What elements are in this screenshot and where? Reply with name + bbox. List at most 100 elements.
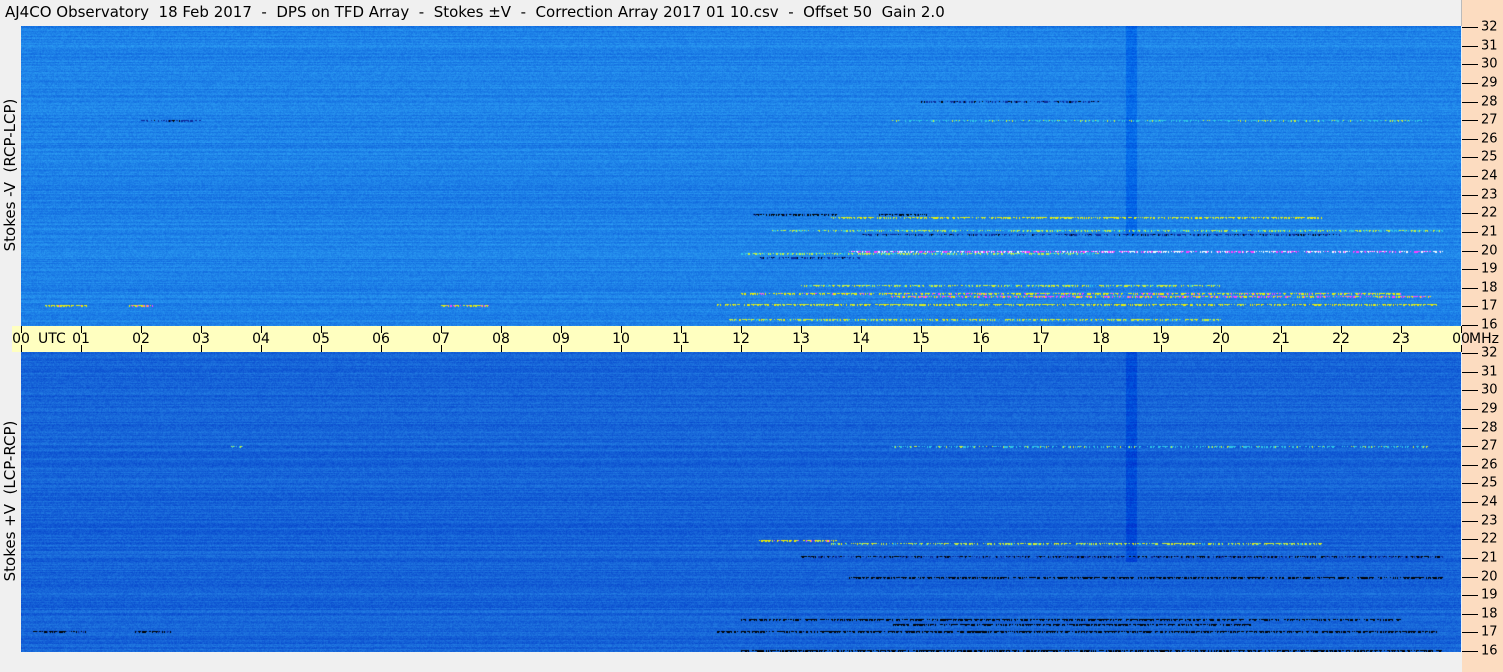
x-tick-label: 18: [1092, 331, 1110, 347]
y-tick-mark: [1462, 613, 1478, 615]
x-tick-mark: [861, 326, 862, 333]
y-tick-label: 32: [1481, 345, 1498, 361]
y-tick-label: 26: [1481, 457, 1498, 473]
y-tick-label: 19: [1481, 261, 1498, 277]
y-tick-label: 31: [1481, 38, 1498, 54]
y-tick-label: 32: [1481, 19, 1498, 35]
x-tick-label: 10: [612, 331, 630, 347]
x-tick-label: 19: [1152, 331, 1170, 347]
y-tick-label: 27: [1481, 112, 1498, 128]
x-tick-mark: [681, 326, 682, 333]
x-tick-label: 23: [1392, 331, 1410, 347]
y-tick-label: 29: [1481, 75, 1498, 91]
y-tick-label: 24: [1481, 168, 1498, 184]
x-tick-mark: [321, 326, 322, 333]
x-tick-mark: [1461, 345, 1462, 352]
x-tick-mark: [621, 345, 622, 352]
y-tick-label: 23: [1481, 187, 1498, 203]
x-tick-label: 12: [732, 331, 750, 347]
x-tick-mark: [1461, 326, 1462, 333]
y-tick-mark: [1462, 539, 1478, 541]
x-tick-mark: [981, 326, 982, 333]
x-tick-mark: [801, 345, 802, 352]
y-tick-mark: [1462, 287, 1478, 289]
y-tick-mark: [1462, 306, 1478, 308]
y-tick-label: 28: [1481, 94, 1498, 109]
x-tick-mark: [441, 345, 442, 352]
y-tick-mark: [1462, 27, 1478, 28]
x-tick-mark: [621, 326, 622, 333]
y-tick-label: 30: [1481, 382, 1498, 398]
x-tick-mark: [561, 326, 562, 333]
x-tick-mark: [1281, 345, 1282, 352]
x-tick-mark: [741, 326, 742, 333]
y-tick-mark: [1462, 427, 1478, 429]
x-tick-label: 13: [792, 331, 810, 347]
x-tick-mark: [501, 345, 502, 352]
y-tick-label: 21: [1481, 550, 1498, 566]
x-tick-mark: [1221, 326, 1222, 333]
y-tick-mark: [1462, 502, 1478, 503]
y-tick-label: 25: [1481, 149, 1498, 165]
x-tick-label: 06: [372, 331, 390, 347]
y-tick-mark: [1462, 408, 1478, 410]
y-tick-mark: [1462, 325, 1478, 326]
y-tick-label: 25: [1481, 475, 1498, 491]
y-tick-label: 30: [1481, 56, 1498, 72]
x-tick-mark: [1401, 345, 1402, 352]
y-tick-label: 20: [1481, 243, 1498, 258]
y-tick-mark: [1462, 390, 1478, 392]
x-tick-label: 14: [852, 331, 870, 347]
y-tick-mark: [1462, 176, 1478, 177]
y-tick-mark: [1462, 446, 1478, 448]
y-tick-mark: [1462, 371, 1478, 373]
x-tick-mark: [1341, 345, 1342, 352]
y-tick-mark: [1462, 557, 1478, 559]
y-tick-label: 24: [1481, 494, 1498, 510]
x-tick-mark: [381, 326, 382, 333]
x-tick-mark: [381, 345, 382, 352]
time-axis-strip: [12, 326, 1461, 352]
y-tick-mark: [1462, 213, 1478, 215]
x-tick-mark: [21, 326, 22, 333]
x-tick-label: 20: [1212, 331, 1230, 347]
x-tick-mark: [441, 326, 442, 333]
x-tick-mark: [981, 345, 982, 352]
chart-title: AJ4CO Observatory 18 Feb 2017 - DPS on T…: [5, 3, 945, 21]
x-tick-mark: [1101, 326, 1102, 333]
x-tick-label: 08: [492, 331, 510, 347]
x-tick-label: 04: [252, 331, 270, 347]
spectrogram-stokes-minus-v: [21, 26, 1461, 326]
x-tick-mark: [201, 326, 202, 333]
y-tick-mark: [1462, 157, 1478, 159]
x-tick-mark: [1161, 326, 1162, 333]
x-tick-label: 16: [972, 331, 990, 347]
y-tick-label: 22: [1481, 531, 1498, 547]
x-tick-mark: [921, 345, 922, 352]
x-tick-mark: [501, 326, 502, 333]
x-tick-mark: [801, 326, 802, 333]
y-tick-label: 26: [1481, 131, 1498, 147]
top-panel-label: Stokes -V (RCP-LCP): [1, 98, 19, 252]
y-tick-mark: [1462, 353, 1478, 354]
x-tick-mark: [201, 345, 202, 352]
x-tick-mark: [81, 326, 82, 333]
x-tick-mark: [321, 345, 322, 352]
y-tick-mark: [1462, 231, 1478, 233]
y-tick-label: 19: [1481, 587, 1498, 603]
x-tick-label: 01: [72, 331, 90, 347]
x-tick-mark: [1281, 326, 1282, 333]
y-tick-mark: [1462, 101, 1478, 103]
x-tick-mark: [861, 345, 862, 352]
y-tick-label: 16: [1481, 643, 1498, 659]
x-tick-label: 11: [672, 331, 690, 347]
y-tick-mark: [1462, 194, 1478, 196]
x-tick-mark: [681, 345, 682, 352]
x-tick-mark: [1041, 345, 1042, 352]
y-tick-mark: [1462, 82, 1478, 84]
x-tick-label: 21: [1272, 331, 1290, 347]
y-tick-label: 29: [1481, 401, 1498, 417]
x-tick-label: 22: [1332, 331, 1350, 347]
x-tick-mark: [81, 345, 82, 352]
x-tick-mark: [1041, 326, 1042, 333]
